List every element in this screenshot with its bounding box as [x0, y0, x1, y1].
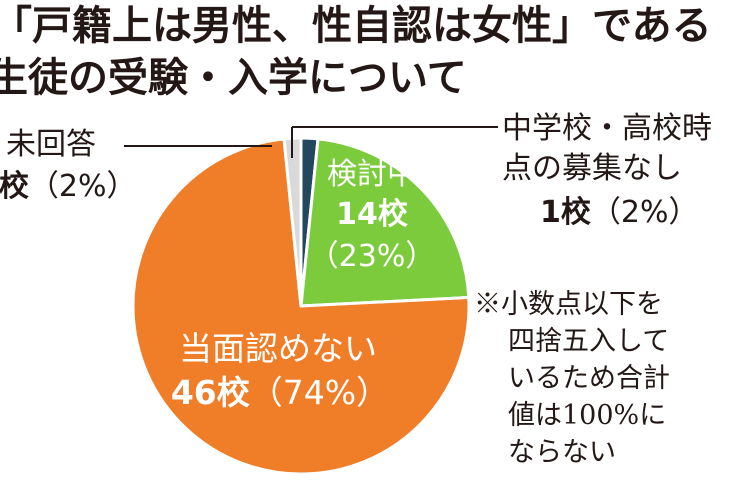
pct-no-answer: （2%） — [29, 169, 137, 204]
count-no-recruit: 1校 — [540, 195, 591, 230]
count-pct-no-recruit: 1校（2%） — [540, 195, 698, 230]
pct-considering: （23%） — [309, 239, 436, 274]
label-not-accept: 当面認めない — [179, 329, 377, 368]
pct-no-recruit: （2%） — [591, 195, 699, 230]
label-considering: 検討中 — [327, 157, 417, 192]
note-line-4: 値は100%に — [508, 400, 667, 431]
count-not-accept: 46校 — [171, 373, 250, 412]
chart-title-line2: 生徒の受験・入学について — [0, 55, 467, 101]
label-no-recruit-1: 中学校・高校時 — [502, 111, 712, 146]
count-considering: 14校 — [336, 197, 408, 232]
label-no-recruit-2: 点の募集なし — [502, 151, 682, 186]
rounding-note: ※小数点以下を 四捨五入して いるため合計 値は100%に ならない — [474, 286, 736, 471]
note-line-3: いるため合計 — [508, 363, 670, 394]
count-pct-no-answer: 1校（2%） — [0, 169, 136, 204]
count-pct-not-accept: 46校（74%） — [171, 373, 389, 412]
pct-not-accept: （74%） — [250, 373, 389, 412]
label-no-answer: 未回答 — [6, 127, 96, 162]
count-no-answer: 1校 — [0, 169, 29, 204]
note-line-1: ※小数点以下を — [474, 289, 663, 320]
note-line-5: ならない — [508, 437, 616, 468]
chart-title-line1: 「戸籍上は男性、性自認は女性」である — [0, 3, 712, 49]
slice-considering — [299, 137, 471, 308]
note-line-2: 四捨五入して — [508, 326, 670, 357]
